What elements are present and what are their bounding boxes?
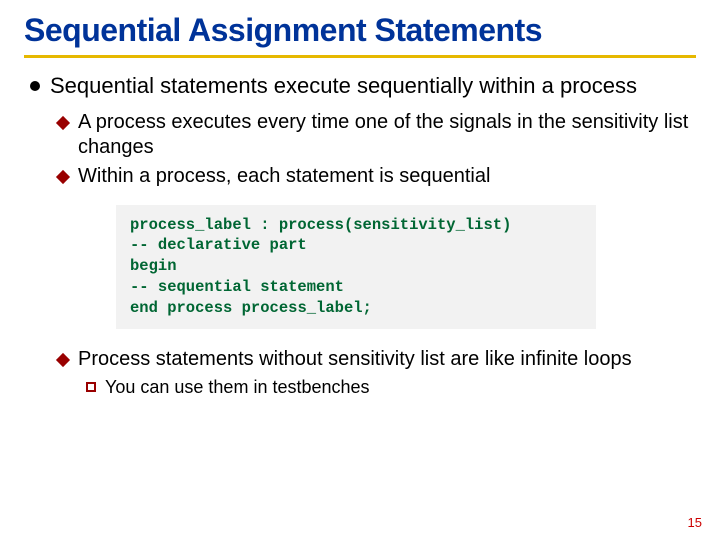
code-text: process_label : [130, 216, 279, 234]
bullet-level2: Process statements without sensitivity l… [58, 347, 696, 372]
bullet-level2: A process executes every time one of the… [58, 110, 696, 160]
bullet-diamond-icon [56, 115, 70, 129]
bullet-dot-icon [30, 81, 40, 91]
bullet-level2: Within a process, each statement is sequ… [58, 164, 696, 189]
bullet-text: Sequential statements execute sequential… [50, 72, 637, 100]
code-keyword: end process [130, 299, 232, 317]
bullet-square-icon [86, 382, 96, 392]
bullet-level1: Sequential statements execute sequential… [30, 72, 696, 100]
bullet-text: Within a process, each statement is sequ… [78, 164, 490, 189]
bullet-level3: You can use them in testbenches [86, 376, 696, 399]
bullet-text: A process executes every time one of the… [78, 110, 696, 160]
bullet-text: Process statements without sensitivity l… [78, 347, 632, 372]
slide-title: Sequential Assignment Statements [24, 12, 696, 58]
code-keyword: process [279, 216, 344, 234]
code-text: -- declarative part [130, 236, 307, 254]
slide: Sequential Assignment Statements Sequent… [0, 0, 720, 540]
code-text: (sensitivity_list) [344, 216, 511, 234]
code-keyword: begin [130, 257, 177, 275]
bullet-diamond-icon [56, 353, 70, 367]
code-text: -- sequential statement [130, 278, 344, 296]
code-text: process_label; [232, 299, 372, 317]
code-block: process_label : process(sensitivity_list… [116, 205, 596, 330]
bullet-text: You can use them in testbenches [105, 376, 370, 399]
bullet-diamond-icon [56, 169, 70, 183]
page-number: 15 [688, 515, 702, 530]
